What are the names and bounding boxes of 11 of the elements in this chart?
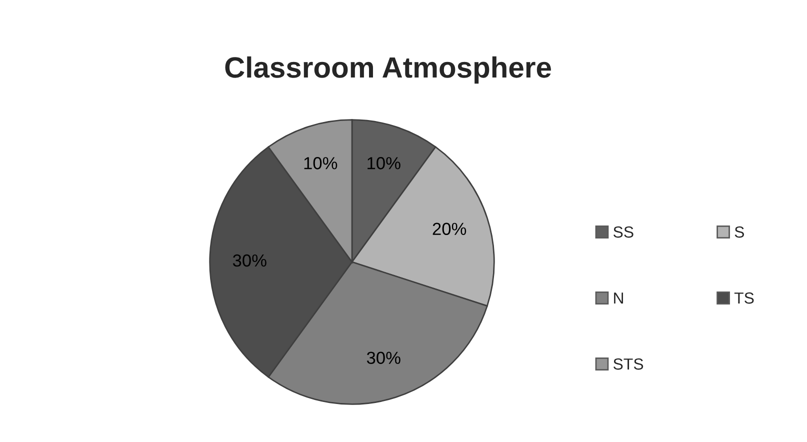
legend-label: S xyxy=(734,226,744,238)
data-label: 30% xyxy=(232,254,266,267)
legend-label: TS xyxy=(734,292,754,304)
chart-title: Classroom Atmosphere xyxy=(225,56,551,84)
data-label: 10% xyxy=(368,157,400,170)
legend-label: STS xyxy=(613,358,644,370)
data-label: 10% xyxy=(304,157,338,170)
data-label: 20% xyxy=(432,222,466,236)
legend-label: N xyxy=(614,292,623,304)
data-label: 30% xyxy=(366,352,400,364)
legend-label: SS xyxy=(613,226,634,238)
